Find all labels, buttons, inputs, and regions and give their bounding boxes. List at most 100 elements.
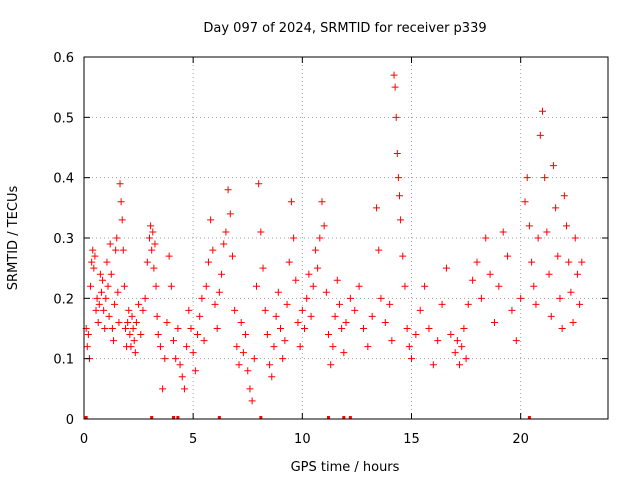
data-point xyxy=(556,294,564,302)
data-point xyxy=(204,258,212,266)
data-point xyxy=(150,264,158,272)
data-point xyxy=(196,312,204,320)
data-point xyxy=(359,325,367,332)
data-point xyxy=(180,385,188,393)
y-tick-labels: 0 0.1 0.2 0.3 0.4 0.5 0.6 xyxy=(53,51,74,428)
data-point xyxy=(246,385,254,393)
data-point xyxy=(408,355,415,363)
data-point xyxy=(392,113,400,121)
x-tick-label: 15 xyxy=(403,432,420,447)
data-point xyxy=(176,361,184,369)
data-point xyxy=(239,349,247,357)
data-point xyxy=(96,270,104,278)
data-point xyxy=(381,318,389,326)
data-point xyxy=(397,216,405,224)
data-point xyxy=(368,312,376,320)
data-point xyxy=(263,331,271,339)
data-point xyxy=(126,331,134,339)
data-point xyxy=(504,252,512,260)
data-point xyxy=(189,349,197,357)
data-point xyxy=(102,294,110,302)
data-point xyxy=(153,312,161,320)
y-tick-label: 0.4 xyxy=(53,172,74,187)
data-point xyxy=(567,288,575,296)
data-point xyxy=(174,325,182,332)
data-point xyxy=(274,288,282,296)
axis-ticks xyxy=(83,56,608,420)
data-point xyxy=(100,306,108,314)
data-point xyxy=(112,246,120,254)
data-point xyxy=(490,318,498,326)
data-point xyxy=(318,198,326,206)
data-point xyxy=(128,312,136,320)
x-axis-label: GPS time / hours xyxy=(291,460,400,475)
x-tick-label: 20 xyxy=(512,432,529,447)
baseline-point xyxy=(217,416,221,419)
data-point xyxy=(294,318,302,326)
data-point xyxy=(549,162,557,170)
data-point xyxy=(565,258,573,266)
data-point xyxy=(277,325,284,332)
data-point xyxy=(266,361,274,369)
data-point xyxy=(207,216,215,224)
data-point xyxy=(453,337,461,345)
data-point xyxy=(185,306,193,314)
data-point xyxy=(327,361,335,369)
data-point xyxy=(298,306,306,314)
data-point xyxy=(135,300,143,308)
data-point xyxy=(222,228,230,236)
data-point xyxy=(115,318,123,326)
data-point xyxy=(534,234,542,242)
data-point xyxy=(165,252,173,260)
data-point xyxy=(541,174,549,182)
data-point xyxy=(220,240,228,248)
data-point xyxy=(178,373,186,381)
chart-title: Day 097 of 2024, SRMTID for receiver p33… xyxy=(203,21,486,36)
baseline-point xyxy=(176,416,180,419)
data-point xyxy=(108,325,116,332)
data-point xyxy=(281,337,289,345)
data-point xyxy=(442,264,450,272)
data-point xyxy=(373,204,381,212)
data-point xyxy=(320,222,328,230)
data-point xyxy=(285,258,293,266)
data-point xyxy=(244,367,252,375)
data-point xyxy=(290,234,298,242)
data-point xyxy=(342,318,350,326)
data-point xyxy=(462,355,470,363)
data-point xyxy=(118,216,126,224)
data-point xyxy=(530,282,538,290)
data-point xyxy=(143,258,151,266)
data-point xyxy=(129,325,137,332)
data-point xyxy=(218,270,226,278)
baseline-point xyxy=(327,416,331,419)
data-point xyxy=(340,349,348,357)
data-point xyxy=(525,222,533,230)
data-point xyxy=(393,150,401,158)
data-point xyxy=(132,318,140,326)
data-point xyxy=(261,306,269,314)
data-point xyxy=(569,318,577,326)
data-point xyxy=(139,306,147,314)
data-point xyxy=(355,282,363,290)
data-point xyxy=(554,252,562,260)
data-point xyxy=(391,83,399,91)
data-point xyxy=(159,385,167,393)
data-point xyxy=(331,312,339,320)
data-point xyxy=(560,192,568,200)
data-point xyxy=(141,294,149,302)
data-point xyxy=(301,325,309,332)
data-point xyxy=(167,282,175,290)
data-point xyxy=(152,282,160,290)
data-point xyxy=(399,252,407,260)
data-point xyxy=(147,222,155,230)
data-point xyxy=(146,234,153,242)
data-point xyxy=(90,264,98,272)
data-point xyxy=(148,246,156,254)
data-point xyxy=(477,294,485,302)
data-point xyxy=(93,294,101,302)
y-tick-label: 0.6 xyxy=(53,51,74,66)
data-point xyxy=(242,331,250,339)
data-point xyxy=(388,337,396,345)
data-point xyxy=(191,367,199,375)
